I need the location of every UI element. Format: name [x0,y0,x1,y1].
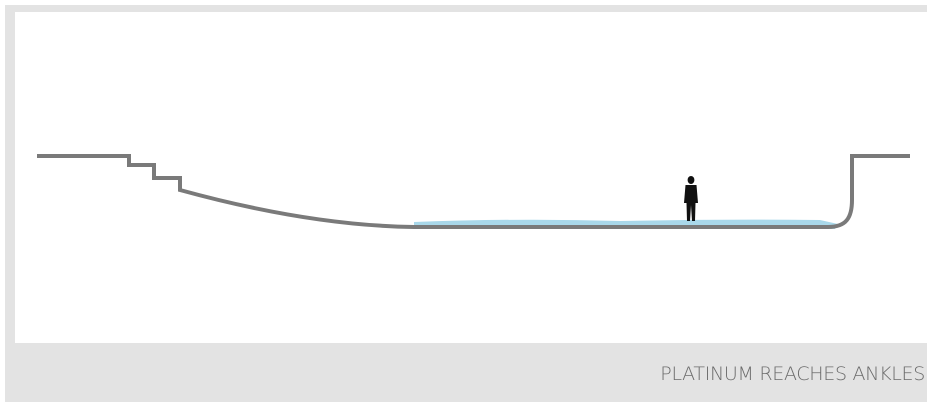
person-icon [684,176,698,221]
diagram-caption: PLATINUM REACHES ANKLES [660,363,925,385]
caption-band [15,343,927,402]
terrain-profile-line [37,154,910,229]
